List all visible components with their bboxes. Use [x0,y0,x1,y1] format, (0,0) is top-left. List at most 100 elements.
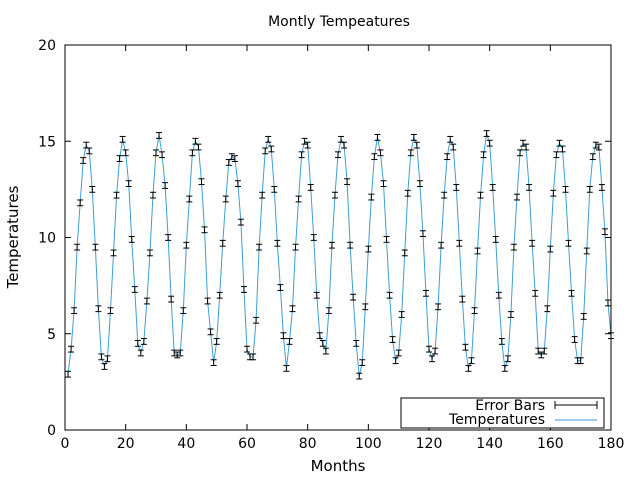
error-bar-point [523,143,530,151]
legend-sample-error-bars [554,401,598,409]
error-bar-point [156,132,163,139]
error-bar-point [204,297,211,305]
error-bar-point [550,189,557,197]
error-bar-point [89,185,96,193]
error-bar-point [143,297,150,305]
error-bar-point [174,351,181,359]
error-bar-point [495,291,502,299]
error-bar-point [116,155,123,162]
error-bar-point [544,305,551,313]
x-tick-label: 160 [537,436,564,452]
error-bar-point [274,239,281,247]
error-bar-point [595,143,602,151]
error-bar-point [447,135,454,143]
error-bar-point [107,307,114,315]
error-bar-point [219,239,226,247]
error-bar-point [592,141,599,149]
error-bar-point [125,180,132,187]
error-bar-point [422,289,429,297]
x-tick-label: 0 [61,436,70,452]
error-bar-point [453,184,460,191]
error-bar-point [210,359,217,367]
error-bar-point [265,135,272,143]
error-bar-point [335,151,341,159]
error-bar-point [110,249,117,257]
error-bar-point [256,243,263,251]
error-bar-point [341,141,348,149]
error-bar-point [228,153,235,161]
error-bar-point [510,243,517,251]
y-tick-label: 0 [47,423,56,439]
y-tick-label: 20 [38,38,56,54]
error-bar-point [65,370,72,378]
chart-title: Montly Tempeatures [268,14,410,30]
error-bar-point [189,149,196,157]
error-bar-point [426,345,432,353]
error-bar-point [501,365,508,372]
error-bar-point [347,241,354,249]
error-bar-point [486,139,493,147]
error-bar-point [559,145,566,153]
error-bar-point [283,365,290,372]
error-bar-point [171,349,178,357]
error-bar-point [128,236,135,243]
error-bar-point [407,149,414,157]
legend-label-temperatures: Temperatures [448,412,545,428]
error-bar-point [101,363,108,370]
error-bar-point [389,336,396,343]
error-bar-point [177,349,184,357]
error-bar-point [513,193,520,201]
error-bar-point [604,299,611,307]
y-tick-label: 10 [38,231,56,247]
error-bar-point [331,191,338,199]
error-bar-point [541,347,548,355]
error-bar-point [429,355,436,363]
error-bar-point [535,347,542,355]
error-bar-point [583,247,590,255]
error-bar-point [71,307,78,315]
x-tick-label: 120 [416,436,443,452]
error-bar-point [483,130,490,137]
error-bar-point [92,243,99,251]
error-bar-point [432,347,439,355]
error-bar-point [80,157,87,164]
error-bar-point [480,151,487,159]
error-bar-point [474,247,481,255]
x-axis: 0 20 40 60 80 100 120 140 160 180 [61,45,624,452]
error-bar-point [374,134,381,141]
error-bar-point [244,345,250,353]
error-bar-point [222,195,229,203]
legend: Error Bars Temperatures [400,397,605,429]
error-bar-point [492,236,499,243]
error-bar-point [538,351,545,359]
error-bar-point [386,291,393,299]
error-bar-point [216,291,223,299]
error-bar-point [577,357,584,365]
error-bar-point [365,245,372,253]
error-bar-point [377,149,384,157]
legend-label-error-bars: Error Bars [475,398,545,414]
error-bar-point [74,243,81,251]
error-bar-point [292,243,299,251]
error-bar-point [532,289,539,297]
error-bar-point [601,228,608,236]
error-bar-point [328,241,335,249]
error-bar-point [586,185,593,193]
error-bar-point [153,149,159,157]
error-bar-point [159,151,166,159]
error-bar-point [68,345,75,353]
error-bar-point [310,234,317,241]
error-bar-point [98,353,105,361]
error-bar-point [113,191,120,199]
error-bar-point [77,199,84,207]
error-bar-point [104,355,111,363]
error-bar-point [122,149,129,157]
error-bar-point [298,151,305,159]
error-bar-point [465,365,472,372]
error-bar-point [195,143,202,151]
error-bar-point [322,347,329,355]
error-bar-point [395,349,402,357]
error-bar-point [468,357,475,365]
error-bar-point [571,336,578,343]
